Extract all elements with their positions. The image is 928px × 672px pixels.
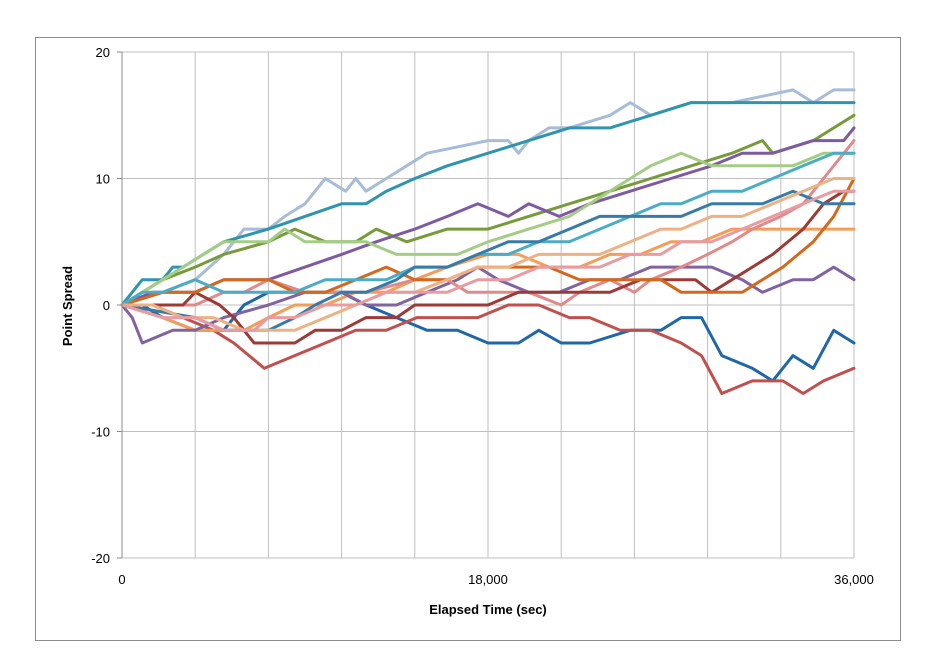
y-tick-label: 0: [103, 298, 110, 313]
series-line: [120, 113, 856, 307]
series-lines: [120, 88, 856, 395]
series-line: [120, 101, 856, 307]
tick-labels: -20 -10 0 10 20 0 18,000 36,000: [91, 45, 874, 587]
series-line: [120, 151, 856, 307]
y-tick-label: -20: [91, 551, 110, 566]
series-line: [120, 189, 856, 332]
x-axis-title: Elapsed Time (sec): [429, 602, 547, 617]
x-tick-label: 36,000: [834, 572, 874, 587]
axes: [117, 51, 123, 559]
series-line: [120, 189, 856, 345]
y-tick-label: 10: [96, 172, 110, 187]
y-tick-label: 20: [96, 45, 110, 60]
x-tick-label: 0: [118, 572, 125, 587]
x-tick-label: 18,000: [468, 572, 508, 587]
series-line: [120, 303, 856, 395]
y-tick-label: -10: [91, 425, 110, 440]
series-line: [120, 189, 856, 332]
y-axis-title: Point Spread: [60, 266, 75, 346]
chart-frame: [35, 37, 901, 641]
